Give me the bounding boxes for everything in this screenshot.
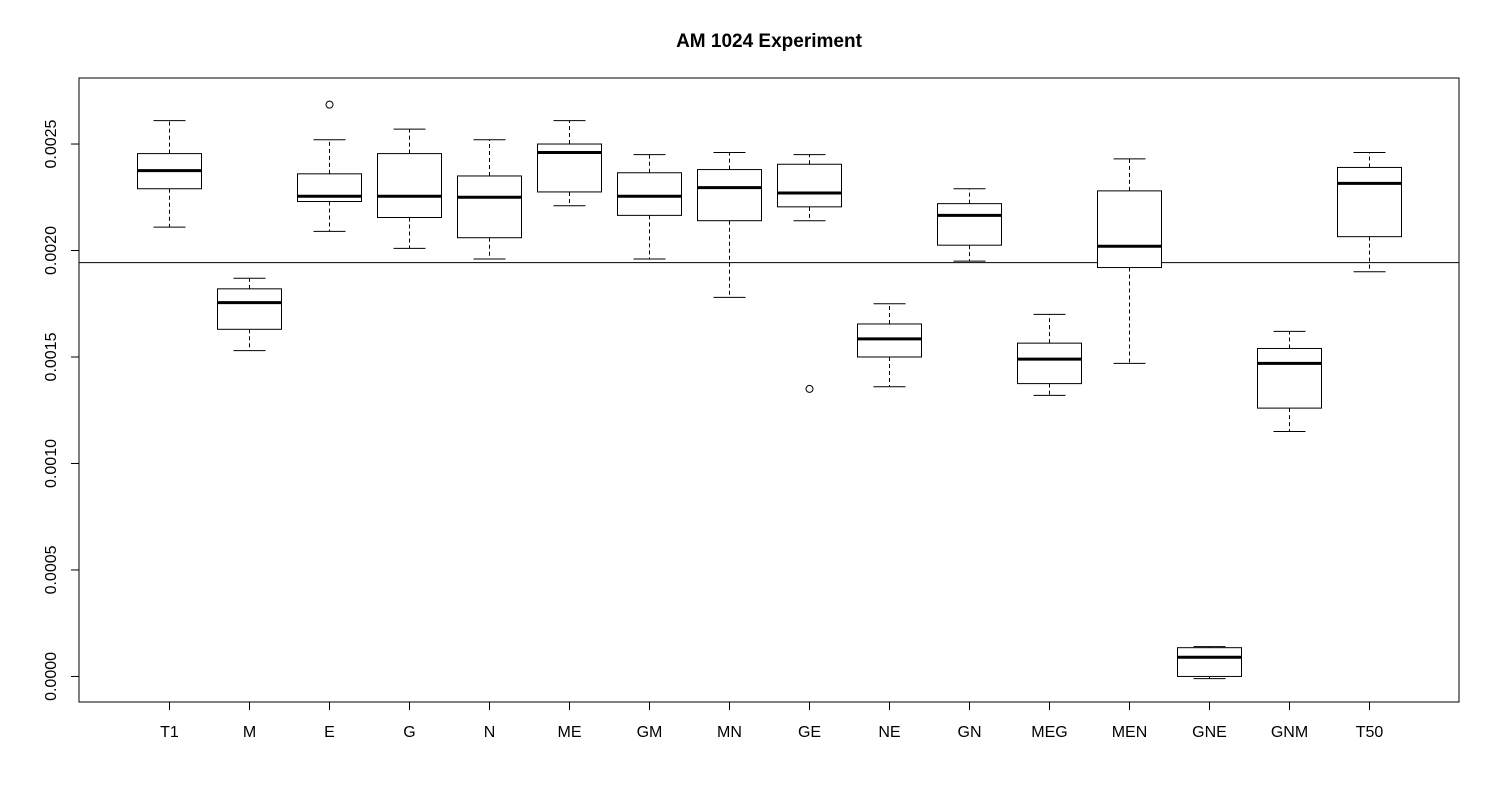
box-group-gne — [1177, 646, 1242, 680]
y-tick-label: 0.0005 — [43, 545, 60, 594]
outlier-point — [325, 100, 334, 109]
outlier-point — [805, 384, 814, 393]
x-tick-label: N — [484, 724, 496, 741]
x-tick-label: GNM — [1271, 724, 1308, 741]
iqr-box — [697, 169, 762, 222]
box-group-gm — [617, 154, 682, 260]
iqr-box — [1097, 190, 1162, 269]
x-tick-label: MEG — [1031, 724, 1067, 741]
x-tick-label: MN — [717, 724, 742, 741]
box-group-ne — [857, 303, 922, 388]
x-tick-label: ME — [558, 724, 582, 741]
box-group-g — [377, 128, 442, 249]
boxes-layer — [137, 100, 1402, 680]
x-tick-label: GNE — [1192, 724, 1227, 741]
box-group-gnm — [1257, 330, 1322, 433]
iqr-box — [1177, 647, 1242, 677]
x-tick-label: M — [243, 724, 256, 741]
box-group-e — [297, 100, 362, 232]
x-tick-label: GE — [798, 724, 821, 741]
x-tick-label: T1 — [160, 724, 179, 741]
box-group-t1 — [137, 120, 202, 228]
iqr-box — [457, 175, 522, 239]
chart-title: AM 1024 Experiment — [676, 31, 863, 52]
y-tick-label: 0.0010 — [43, 439, 60, 488]
iqr-box — [1337, 166, 1402, 238]
y-tick-label: 0.0000 — [43, 652, 60, 701]
iqr-box — [1257, 347, 1322, 409]
y-tick-label: 0.0025 — [43, 119, 60, 168]
x-tick-label: E — [324, 724, 335, 741]
iqr-box — [777, 163, 842, 208]
iqr-box — [617, 172, 682, 216]
y-tick-label: 0.0015 — [43, 332, 60, 381]
box-group-gn — [937, 188, 1002, 262]
y-axis: 0.0000 0.0005 0.0010 0.0015 0.0020 0.0025 — [43, 119, 80, 701]
iqr-box — [1017, 342, 1082, 385]
box-group-ge — [777, 154, 842, 393]
x-tick-label: G — [403, 724, 415, 741]
plot-frame — [78, 77, 1460, 703]
box-group-me — [537, 120, 602, 207]
iqr-box — [377, 153, 442, 218]
box-group-mn — [697, 152, 762, 298]
iqr-box — [857, 323, 922, 358]
x-axis: T1 M E G N ME GM MN GE NE GN MEG MEN GNE GNM T50 — [160, 702, 1383, 741]
x-tick-label: GM — [637, 724, 663, 741]
box-group-t50 — [1337, 152, 1402, 273]
iqr-box — [217, 288, 282, 330]
x-tick-label: GN — [958, 724, 982, 741]
iqr-box — [937, 203, 1002, 246]
box-group-m — [217, 277, 282, 352]
x-tick-label: NE — [878, 724, 900, 741]
box-group-n — [457, 139, 522, 260]
box-group-meg — [1017, 313, 1082, 396]
x-tick-label: T50 — [1356, 724, 1384, 741]
y-tick-label: 0.0020 — [43, 226, 60, 275]
x-tick-label: MEN — [1112, 724, 1148, 741]
box-group-men — [1097, 158, 1162, 364]
